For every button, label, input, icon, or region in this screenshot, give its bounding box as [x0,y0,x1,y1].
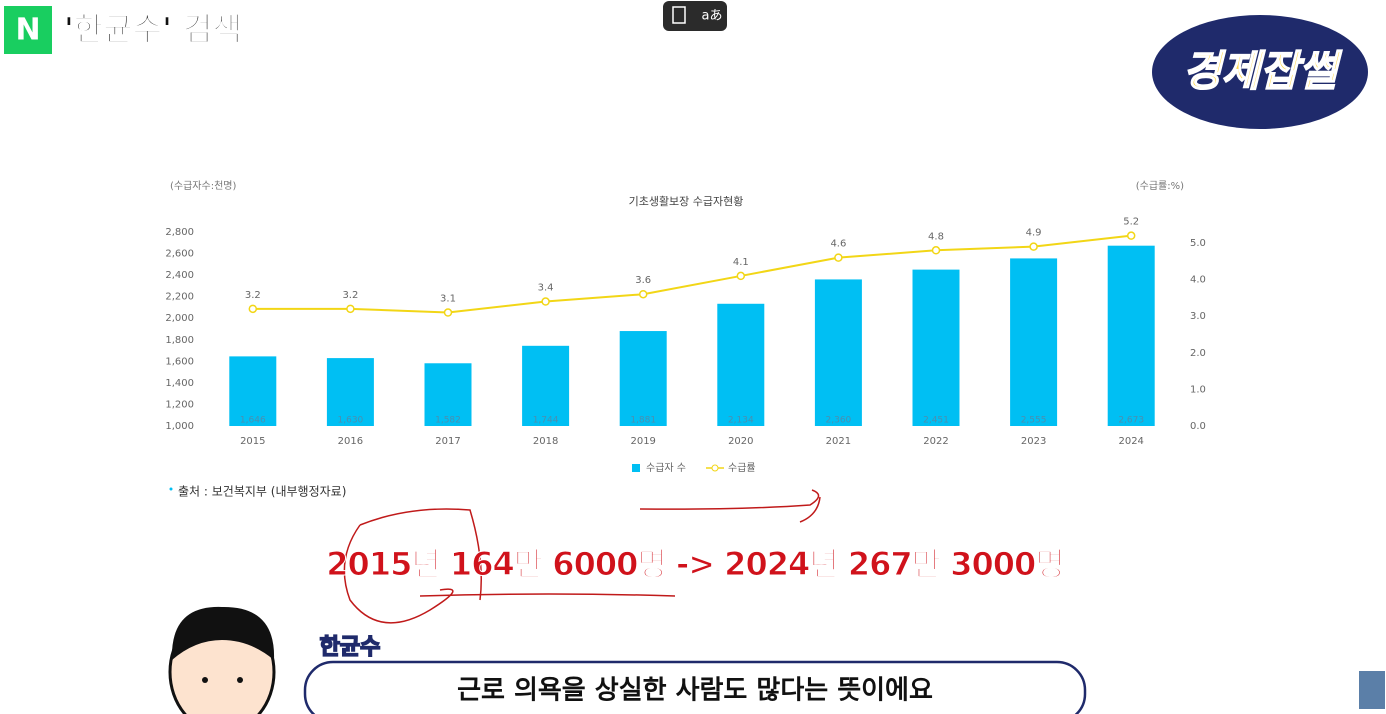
line-marker [541,297,550,306]
y2-tick-label: 2.0 [1190,348,1206,359]
bar-value-label: 2,134 [728,416,754,426]
line-value-label: 4.1 [733,257,749,268]
line-marker [931,246,941,255]
line-marker [443,308,453,317]
y-tick-label: 1,800 [165,335,194,346]
bar [229,356,277,426]
x-tick-label: 2021 [826,436,851,447]
x-tick-label: 2015 [240,436,265,447]
line [252,234,1132,314]
line-marker [1126,231,1136,240]
bar-value-label: 1,646 [240,416,266,426]
source: 출처 : 보건복지부 (내부행정자료) [178,484,346,499]
y2-tick-label: 0.0 [1190,421,1206,432]
line-value-label: 3.4 [538,283,554,294]
bar-value-label: 1,881 [630,416,656,426]
line-value-label: 4.9 [1026,228,1042,239]
y2-tick-label: 5.0 [1190,238,1206,249]
y-tick-label: 1,600 [165,356,194,367]
line-marker [248,304,258,314]
bar [326,358,374,426]
channel-logo-bg [1152,15,1368,129]
bar-value-label: 1,744 [533,416,559,426]
bar [717,303,765,426]
y-tick-label: 2,000 [165,313,194,324]
y-tick-label: 2,400 [165,270,194,281]
thumbnail[interactable] [1359,671,1385,709]
caption: 2015년 164만 6000명 -> 2024년 267만 3000명 [326,545,1063,583]
line-marker [1029,242,1038,251]
legend-swatch [711,464,719,472]
bar [424,363,472,426]
x-tick-label: 2020 [728,436,753,447]
handwriting [343,489,821,624]
x-tick-label: 2016 [338,436,363,447]
bar [814,279,862,426]
x-tick-label: 2024 [1118,436,1143,447]
bar [912,269,960,426]
bar-value-label: 2,451 [923,416,949,426]
y-tick-label: 1,200 [165,399,194,410]
y-axis-title: (수급자수:천명) [170,180,236,192]
bar-value-label: 2,673 [1118,416,1144,426]
line-value-label: 3.6 [635,275,651,286]
x-tick-label: 2019 [630,436,655,447]
translate-icon[interactable]: aあ [702,9,723,24]
y2-tick-label: 1.0 [1190,384,1206,395]
line-value-label: 3.2 [245,290,261,301]
line-marker [638,289,648,299]
y2-tick-label: 3.0 [1190,311,1206,322]
x-tick-label: 2023 [1021,436,1046,447]
speaker: 한균수 [320,635,381,660]
bar [1010,258,1058,426]
y-tick-label: 2,600 [165,249,194,260]
line-value-label: 4.6 [830,239,846,250]
line-marker [346,304,355,314]
y-tick-label: 2,800 [165,227,194,238]
bar [1107,245,1155,426]
line-marker [736,271,746,281]
x-tick-label: 2018 [533,436,558,447]
subtitle-box [303,660,1087,714]
x-tick-label: 2022 [923,436,948,447]
legend-swatch [632,464,640,472]
bar [522,345,570,426]
y-tick-label: 1,000 [165,421,194,432]
line-value-label: 5.2 [1123,217,1139,228]
legend-label: 수급률 [728,462,756,474]
y2-tick-label: 4.0 [1190,275,1206,286]
logo-letter: N [15,13,40,48]
line-value-label: 3.1 [440,294,456,305]
channel-logo: 경제잡썰 [1183,47,1343,96]
character [168,606,276,714]
bar-value-label: 1,630 [338,416,364,426]
naver-logo [4,6,52,54]
bar-value-label: 1,582 [435,416,461,426]
legend-label: 수급자 수 [646,462,686,474]
copy-icon[interactable] [672,6,686,24]
source-bullet [169,487,173,491]
bar-value-label: 2,555 [1021,416,1047,426]
line-marker [834,253,843,262]
chart-title: 기초생활보장 수급자현황 [629,194,744,208]
bar-value-label: 2,360 [826,416,852,426]
x-tick-label: 2017 [435,436,460,447]
subtitle: 근로 의욕을 상실한 사람도 많다는 뜻이에요 [457,676,933,706]
y2-axis-title: (수급률:%) [1136,180,1184,192]
y-tick-label: 1,400 [165,378,194,389]
line-value-label: 3.2 [342,290,358,301]
bar [619,331,667,426]
y-tick-label: 2,200 [165,292,194,303]
search-text: '한균수' 검색 [64,10,242,48]
line-value-label: 4.8 [928,231,944,242]
